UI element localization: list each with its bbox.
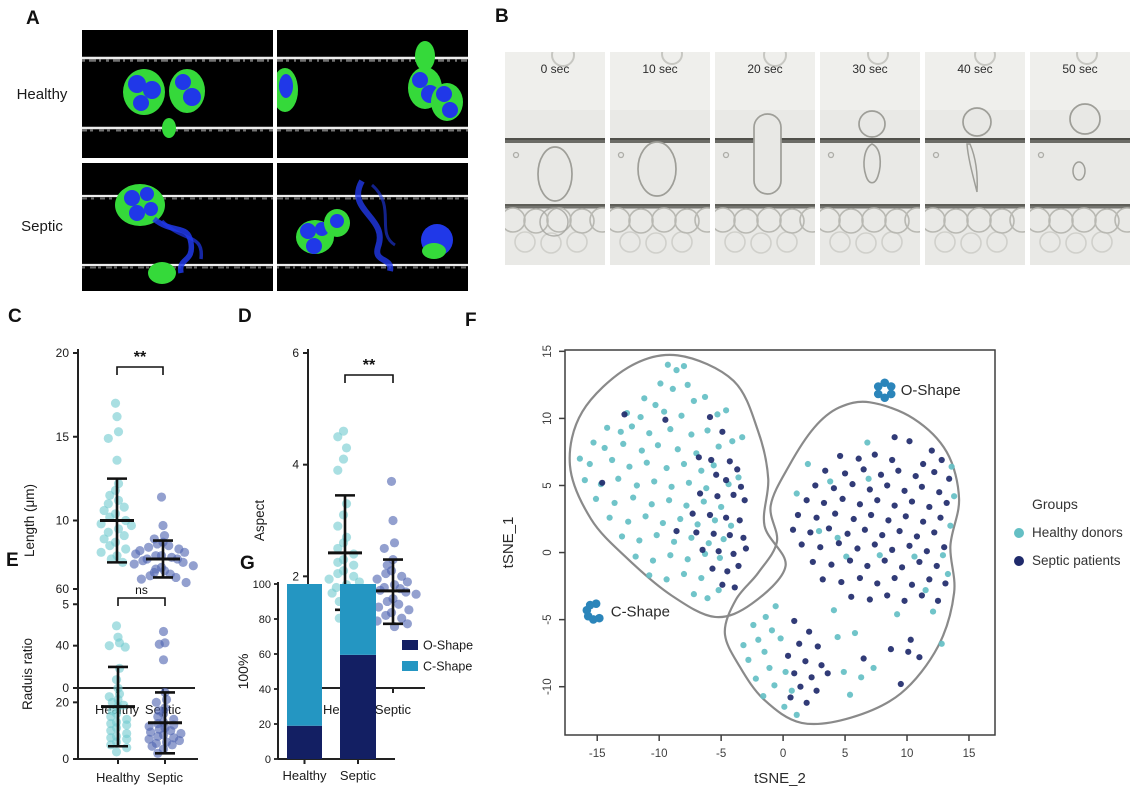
timelapse-image-0 — [505, 52, 605, 265]
timelapse-image-1 — [610, 52, 710, 265]
microscopy-tile-septic-1 — [82, 163, 273, 291]
timelapse-image-3 — [820, 52, 920, 265]
squeezing-cell — [1069, 103, 1101, 181]
panel-d-label: D — [238, 306, 252, 327]
svg-text:6: 6 — [292, 346, 299, 360]
chart-tsne: -15 -10 -5 0 5 10 15 -10 -5 0 5 10 15 tSNE_2 tSNE_1 C-S… — [500, 345, 1123, 787]
svg-text:20: 20 — [56, 346, 70, 360]
svg-text:-10: -10 — [542, 678, 554, 695]
svg-text:4: 4 — [292, 458, 299, 472]
svg-text:40: 40 — [56, 639, 70, 653]
svg-text:Raduis ratio: Raduis ratio — [20, 638, 35, 710]
svg-text:15: 15 — [542, 345, 554, 358]
svg-text:15: 15 — [56, 430, 70, 444]
neutrophil-cells — [123, 69, 205, 138]
svg-text:0: 0 — [62, 681, 69, 695]
svg-text:60: 60 — [259, 649, 271, 661]
svg-text:Aspect: Aspect — [252, 500, 267, 542]
svg-text:10: 10 — [56, 514, 70, 528]
timelapse-frame-1: 10 sec — [610, 52, 710, 265]
svg-text:20: 20 — [259, 719, 271, 731]
svg-text:Length (μm): Length (μm) — [22, 484, 37, 557]
svg-text:Healthy: Healthy — [282, 768, 327, 783]
svg-text:10: 10 — [901, 748, 914, 760]
svg-text:C-Shape: C-Shape — [611, 604, 670, 621]
svg-text:tSNE_1: tSNE_1 — [500, 517, 517, 569]
timelapse-image-4 — [925, 52, 1025, 265]
timelapse-frame-5: 50 sec — [1030, 52, 1130, 265]
svg-text:-5: -5 — [542, 615, 554, 625]
frame-timestamp: 50 sec — [1062, 62, 1098, 76]
svg-text:Groups: Groups — [1032, 496, 1078, 512]
svg-text:5: 5 — [542, 482, 554, 488]
neutrophil-cells — [277, 41, 463, 121]
timelapse-frame-3: 30 sec — [820, 52, 920, 265]
svg-text:C-Shape: C-Shape — [423, 660, 472, 674]
svg-text:Septic patients: Septic patients — [1032, 553, 1121, 568]
svg-text:5: 5 — [842, 748, 848, 760]
svg-text:20: 20 — [56, 695, 70, 709]
svg-text:10: 10 — [542, 412, 554, 425]
panel-a-row-label-septic: Septic — [21, 218, 63, 235]
svg-text:O-Shape: O-Shape — [901, 382, 961, 399]
svg-text:**: ** — [134, 349, 147, 366]
squeezing-cell — [858, 110, 886, 184]
svg-text:80: 80 — [259, 614, 271, 626]
svg-text:2: 2 — [292, 569, 299, 583]
panel-e-label: E — [6, 550, 19, 571]
svg-text:100: 100 — [253, 579, 271, 591]
panel-b-label: B — [495, 6, 509, 27]
chart-shape-stacked-bar: 0 20 40 60 80 100 100% Healthy Septic O-Shape C-Sh… — [235, 579, 473, 783]
squeezing-cell — [637, 141, 677, 197]
panel-f-label: F — [465, 310, 477, 331]
frame-timestamp: 10 sec — [642, 62, 678, 76]
svg-text:60: 60 — [56, 582, 70, 596]
svg-text:Septic: Septic — [375, 702, 412, 717]
svg-text:15: 15 — [963, 748, 976, 760]
timelapse-frame-0: 0 sec — [505, 52, 605, 265]
svg-text:0: 0 — [62, 752, 69, 766]
svg-text:0: 0 — [542, 549, 554, 555]
svg-text:-15: -15 — [589, 748, 606, 760]
microscopy-tile-healthy-2 — [277, 30, 468, 158]
microscopy-tile-healthy-1 — [82, 30, 273, 158]
squeezing-cell — [537, 146, 573, 237]
microscopy-tile-septic-2 — [277, 163, 468, 291]
squeezing-cell — [962, 107, 992, 193]
frame-timestamp: 40 sec — [957, 62, 993, 76]
panel-a-row-label-healthy: Healthy — [16, 86, 68, 103]
panel-a-microscopy-grid — [82, 30, 468, 291]
netotic-cells — [296, 179, 453, 272]
svg-text:-5: -5 — [716, 748, 726, 760]
svg-text:O-Shape: O-Shape — [423, 639, 473, 653]
svg-text:Septic: Septic — [340, 768, 377, 783]
svg-text:100%: 100% — [235, 654, 251, 690]
frame-timestamp: 0 sec — [540, 62, 570, 76]
svg-text:Healthy: Healthy — [96, 770, 141, 785]
svg-text:**: ** — [363, 357, 376, 374]
netotic-cells — [115, 184, 203, 284]
panel-c-label: C — [8, 306, 22, 327]
panel-b-timelapse: 0 sec 10 sec — [505, 52, 1130, 265]
svg-text:40: 40 — [259, 684, 271, 696]
squeezing-cell — [753, 113, 782, 195]
svg-text:tSNE_2: tSNE_2 — [754, 770, 806, 787]
svg-text:5: 5 — [62, 597, 69, 611]
svg-text:0: 0 — [780, 748, 786, 760]
timelapse-frame-4: 40 sec — [925, 52, 1025, 265]
panel-g-label: G — [240, 553, 255, 574]
frame-timestamp: 30 sec — [852, 62, 888, 76]
svg-text:Septic: Septic — [147, 770, 184, 785]
svg-text:ns: ns — [135, 583, 148, 597]
frame-timestamp: 20 sec — [747, 62, 783, 76]
timelapse-image-5 — [1030, 52, 1130, 265]
timelapse-frame-2: 20 sec — [715, 52, 815, 265]
svg-text:-10: -10 — [651, 748, 668, 760]
svg-text:0: 0 — [265, 754, 271, 766]
panel-a-label: A — [26, 8, 40, 29]
timelapse-image-2 — [715, 52, 815, 265]
svg-text:Healthy donors: Healthy donors — [1032, 525, 1123, 540]
